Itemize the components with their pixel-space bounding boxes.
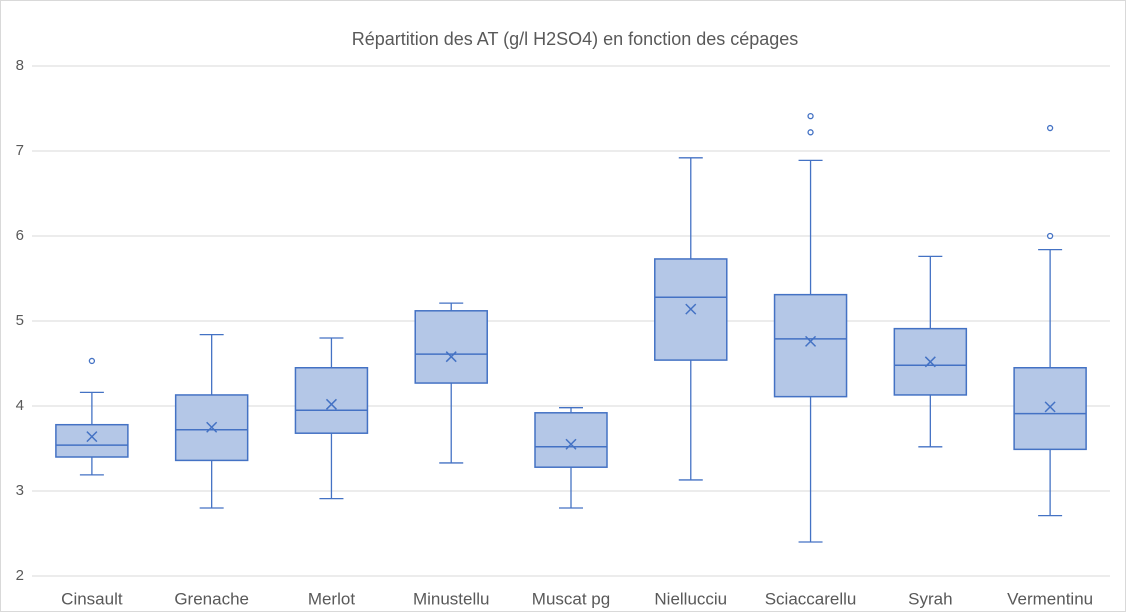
outlier xyxy=(88,357,96,365)
mean-marker xyxy=(445,351,457,363)
mean-marker xyxy=(685,303,697,315)
outlier xyxy=(1046,232,1054,240)
outlier xyxy=(807,113,814,120)
box xyxy=(773,293,848,398)
mean-marker xyxy=(206,421,218,433)
y-tick-label: 3 xyxy=(16,482,24,499)
x-tick-label: Grenache xyxy=(174,589,249,608)
outlier xyxy=(1046,124,1054,132)
x-tick-label: Cinsault xyxy=(61,589,123,608)
y-tick-label: 7 xyxy=(16,142,24,159)
x-tick-label: Vermentinu xyxy=(1007,589,1093,608)
mean-marker xyxy=(924,356,936,368)
mean-marker xyxy=(565,438,577,450)
x-tick-label: Syrah xyxy=(908,589,952,608)
chart-title: Répartition des AT (g/l H2SO4) en foncti… xyxy=(352,29,799,49)
box xyxy=(294,367,369,434)
y-tick-label: 8 xyxy=(16,57,24,74)
box xyxy=(534,412,608,468)
y-tick-label: 5 xyxy=(16,312,24,329)
x-tick-label: Muscat pg xyxy=(532,589,610,608)
mean-marker xyxy=(86,431,98,443)
x-tick-label: Sciaccarellu xyxy=(765,589,857,608)
x-tick-label: Minustellu xyxy=(413,589,490,608)
box xyxy=(55,423,129,458)
x-tick-label: Merlot xyxy=(308,589,356,608)
mean-marker xyxy=(805,335,817,347)
box xyxy=(414,310,488,384)
y-tick-label: 6 xyxy=(16,227,24,244)
y-tick-label: 2 xyxy=(16,567,24,584)
mean-marker xyxy=(325,398,337,410)
y-tick-label: 4 xyxy=(16,397,24,414)
x-tick-label: Niellucciu xyxy=(654,589,727,608)
box xyxy=(1013,367,1087,451)
mean-marker xyxy=(1044,401,1056,413)
outlier xyxy=(807,129,814,136)
